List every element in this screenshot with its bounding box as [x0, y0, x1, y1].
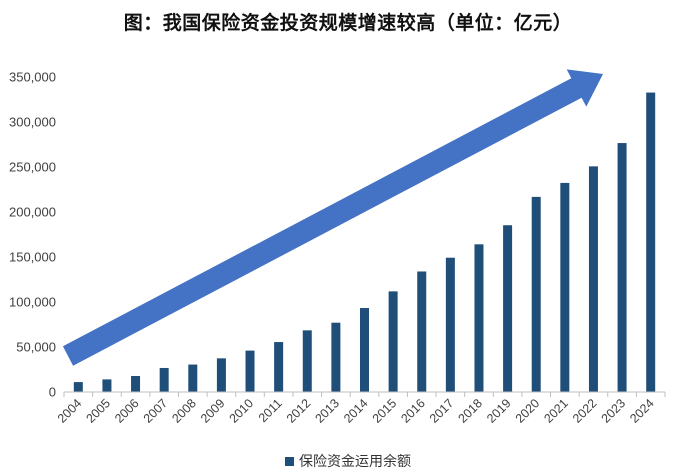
x-tick-label: 2007 — [141, 396, 171, 426]
bar-2022 — [588, 166, 598, 392]
x-tick-label: 2011 — [256, 396, 285, 425]
x-tick-label: 2004 — [55, 396, 85, 426]
y-tick-label: 350,000 — [9, 70, 56, 85]
y-tick-label: 250,000 — [9, 160, 56, 175]
x-tick-label: 2005 — [83, 396, 113, 426]
bar-2024 — [646, 92, 656, 392]
bar-2011 — [274, 342, 284, 392]
x-tick-label: 2019 — [484, 396, 514, 426]
x-tick-label: 2006 — [112, 396, 142, 426]
bar-2004 — [73, 382, 83, 392]
x-tick-label: 2014 — [341, 396, 371, 426]
bar-2019 — [503, 225, 513, 392]
legend-label: 保险资金运用余额 — [299, 454, 411, 470]
x-tick-label: 2013 — [312, 396, 342, 426]
bar-2007 — [159, 367, 169, 392]
bar-2006 — [131, 375, 141, 392]
annotations — [62, 69, 603, 366]
bar-2015 — [388, 291, 398, 392]
bar-2021 — [560, 182, 570, 392]
bar-2016 — [417, 271, 427, 392]
x-tick-label: 2020 — [513, 396, 543, 426]
x-tick-label: 2023 — [599, 396, 629, 426]
bar-2010 — [245, 350, 255, 392]
x-tick-label: 2009 — [198, 396, 228, 426]
x-tick-label: 2010 — [227, 396, 257, 426]
x-tick-label: 2016 — [398, 396, 428, 426]
x-tick-label: 2017 — [427, 396, 457, 426]
trend-arrow — [62, 69, 603, 366]
bar-2009 — [216, 358, 226, 392]
y-axis: 0 50,000 100,000 150,000 200,000 250,000 300,0… — [9, 70, 56, 400]
bar-2023 — [617, 143, 627, 392]
x-tick-label: 2018 — [456, 396, 486, 426]
y-tick-label: 50,000 — [16, 340, 56, 355]
y-tick-label: 0 — [49, 385, 56, 400]
bars — [73, 92, 656, 392]
x-tick-label: 2008 — [169, 396, 199, 426]
legend: 保险资金运用余额 — [0, 451, 696, 471]
x-tick-label: 2022 — [570, 396, 600, 426]
x-tick-label: 2021 — [541, 396, 571, 426]
bar-2014 — [360, 308, 369, 392]
y-tick-label: 300,000 — [9, 115, 56, 130]
bar-2020 — [531, 196, 541, 392]
legend-swatch — [285, 457, 294, 466]
x-tick-label: 2024 — [627, 396, 657, 426]
y-tick-label: 150,000 — [9, 250, 56, 265]
y-tick-label: 200,000 — [9, 205, 56, 220]
x-tick-label: 2012 — [284, 396, 314, 426]
bar-2018 — [474, 244, 484, 392]
bar-2012 — [302, 330, 312, 392]
bar-2013 — [331, 322, 341, 392]
bar-2008 — [188, 364, 198, 392]
y-tick-label: 100,000 — [9, 295, 56, 310]
bar-2005 — [102, 379, 112, 392]
bar-2017 — [445, 257, 455, 392]
x-tick-label: 2015 — [370, 396, 400, 426]
chart-title: 图：我国保险资金投资规模增速较高（单位：亿元） — [123, 12, 573, 34]
x-axis: 2004 2005 2006 2007 2008 2009 2010 2011 2012 2013… — [55, 391, 666, 426]
